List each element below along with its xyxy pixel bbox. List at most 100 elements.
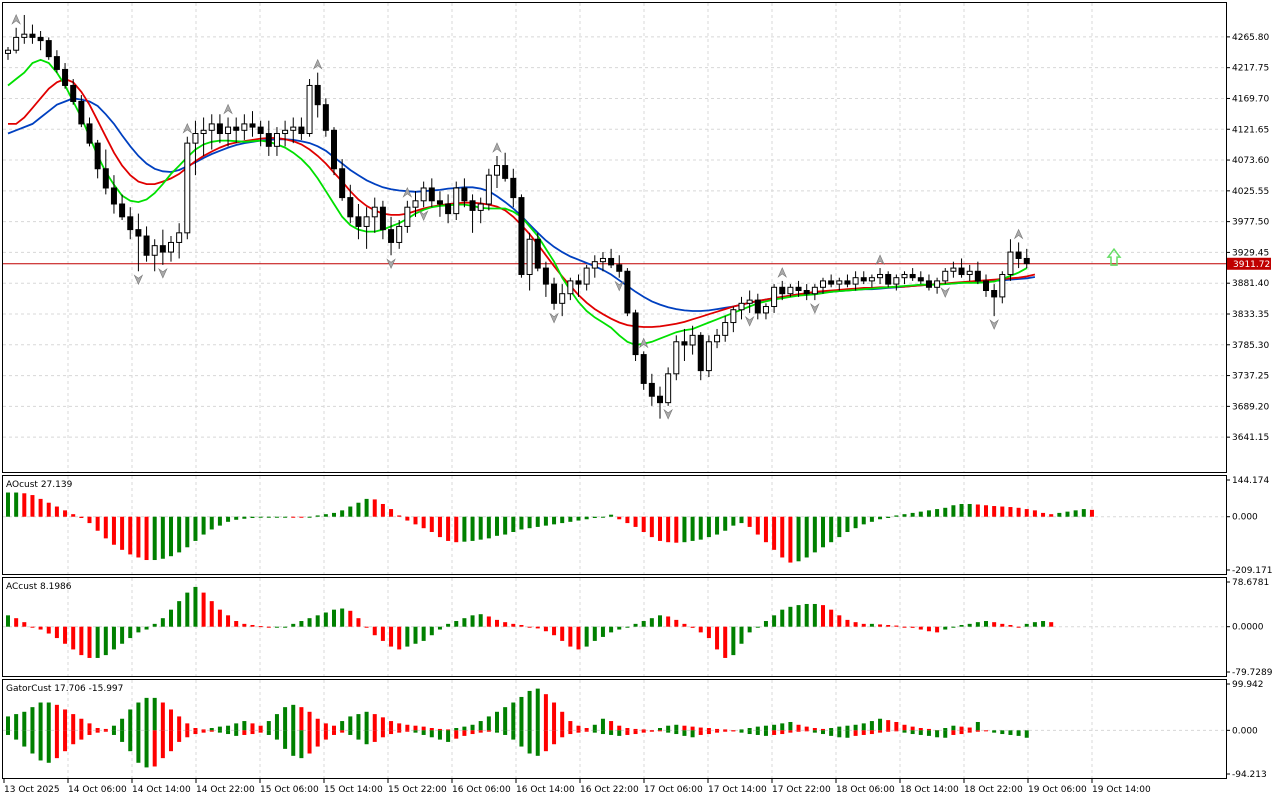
gator-upper-bar — [495, 711, 499, 731]
ac-bar — [894, 625, 899, 627]
bear-candle — [445, 203, 452, 215]
ao-bar — [136, 516, 141, 558]
ac-bar — [478, 614, 483, 627]
ao-bar — [234, 516, 239, 520]
gator-lower-bar — [283, 730, 288, 749]
gator-lower-bar — [568, 730, 573, 735]
price-tick-label: 4121.65 — [1232, 125, 1269, 135]
ao-indicator-label: AOcust 27.139 — [6, 480, 73, 490]
ao-bar — [217, 516, 222, 526]
ao-bar — [364, 498, 369, 517]
gator-lower-bar — [266, 730, 271, 735]
gator-lower-bar — [364, 730, 369, 745]
gator-lower-bar — [421, 730, 426, 735]
ao-bar — [315, 515, 320, 517]
ac-bar — [6, 615, 10, 627]
bull-candle — [730, 309, 737, 324]
ao-bar — [22, 493, 27, 517]
gator-upper-bar — [568, 721, 573, 731]
bull-candle — [665, 373, 672, 404]
gator-lower-bar — [340, 730, 345, 733]
ac-bar — [984, 621, 988, 627]
ac-bar — [405, 626, 410, 647]
bull-candle — [404, 206, 411, 227]
gator-lower-bar — [837, 730, 842, 738]
gator-lower-bar — [1000, 730, 1005, 735]
fractal-down-icon — [614, 280, 624, 292]
gator-lower-bar — [454, 730, 459, 739]
gator-upper-bar — [780, 723, 785, 731]
ao-bar — [609, 514, 614, 517]
bull-candle — [901, 273, 908, 279]
ao-bar — [1089, 509, 1094, 517]
gator-lower-bar — [307, 730, 312, 754]
gator-upper-bar — [796, 724, 801, 731]
bear-candle — [469, 200, 476, 211]
bear-candle — [436, 200, 443, 205]
ao-bar — [592, 516, 597, 518]
ao-bar — [1024, 509, 1029, 517]
ac-bar — [332, 609, 336, 627]
ao-bar — [462, 516, 467, 542]
gator-lower-bar — [389, 730, 394, 735]
gator-upper-bar — [690, 726, 695, 731]
gator-lower-bar — [144, 730, 149, 768]
ac-bar — [633, 623, 638, 627]
ao-tick-label: -209.171 — [1232, 566, 1272, 576]
time-tick-label: 17 Oct 22:00 — [772, 785, 831, 795]
ao-bar — [348, 506, 353, 517]
ao-bar — [1049, 514, 1054, 517]
gator-lower-bar — [209, 730, 214, 732]
bull-candle — [200, 129, 207, 135]
ac-bar — [63, 626, 68, 644]
bear-candle — [37, 36, 44, 42]
gator-lower-bar — [763, 730, 768, 736]
gator-lower-bar — [552, 730, 557, 745]
ac-bar — [486, 616, 491, 627]
ao-bar — [421, 516, 426, 529]
ao-bar — [274, 516, 279, 518]
gator-lower-bar — [128, 730, 133, 752]
bull-candle — [762, 306, 769, 314]
price-tick-label: 3737.25 — [1232, 372, 1269, 382]
bull-candle — [591, 261, 598, 269]
fractal-down-icon — [549, 312, 559, 324]
ac-bar — [144, 626, 149, 630]
gator-upper-bar — [641, 729, 646, 731]
ac-bar — [209, 601, 214, 627]
ao-bar — [356, 502, 361, 517]
gator-upper-bar — [299, 707, 304, 731]
bull-candle — [673, 341, 680, 375]
ac-indicator-label: ACcust 8.1986 — [6, 582, 72, 592]
ao-bar — [633, 516, 638, 527]
bear-candle — [265, 133, 272, 147]
gator-upper-bar — [30, 707, 35, 731]
ao-bar — [951, 505, 956, 517]
ac-bar — [812, 603, 817, 627]
ao-bar — [454, 516, 459, 543]
gator-upper-bar — [878, 718, 883, 731]
gator-lower-bar — [633, 730, 638, 735]
bear-candle — [991, 290, 998, 298]
bear-candle — [909, 273, 916, 279]
ao-bar — [658, 516, 662, 541]
gator-upper-bar — [755, 726, 760, 731]
ao-bar — [30, 495, 35, 517]
ac-bar — [666, 616, 671, 627]
gator-lower-bar — [103, 730, 108, 732]
bear-candle — [510, 177, 517, 199]
price-tick-label: 3833.35 — [1232, 310, 1269, 320]
ac-bar — [527, 626, 532, 628]
ac-bar — [821, 605, 825, 627]
gator-lower-bar — [315, 730, 320, 747]
gator-tick-label: -94.213 — [1232, 770, 1267, 780]
ac-bar — [95, 626, 100, 658]
gator-upper-bar — [788, 721, 793, 731]
bear-candle — [754, 299, 761, 314]
gator-upper-bar — [486, 716, 491, 731]
ac-bar — [1000, 623, 1005, 627]
ao-bar — [560, 516, 565, 524]
gator-lower-bar — [323, 730, 328, 740]
gator-lower-bar — [446, 730, 451, 742]
